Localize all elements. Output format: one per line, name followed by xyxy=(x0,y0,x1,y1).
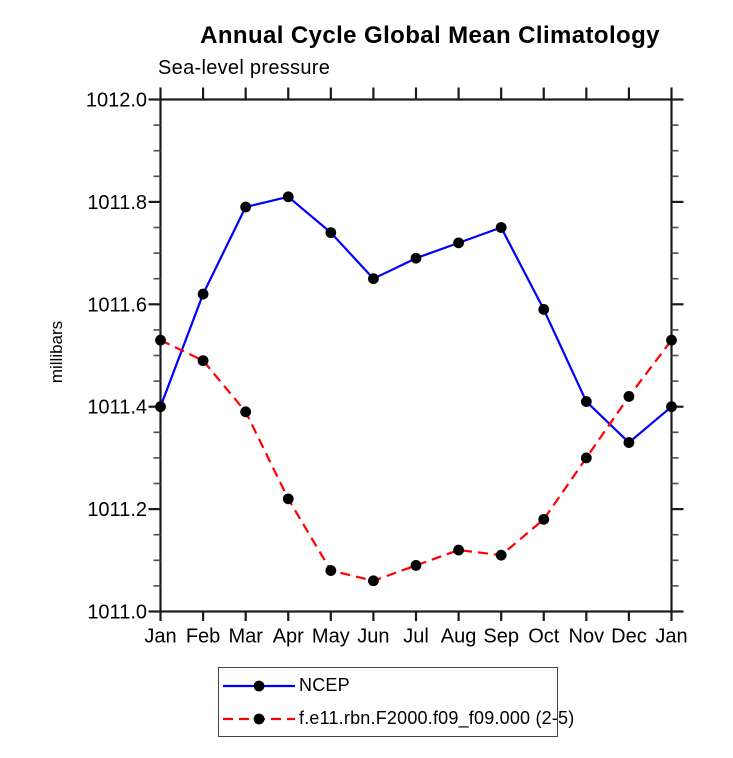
svg-text:1011.4: 1011.4 xyxy=(87,397,147,419)
svg-text:1011.2: 1011.2 xyxy=(87,499,147,521)
legend-item-model: f.e11.rbn.F2000.f09_f09.000 (2-5) xyxy=(221,703,574,734)
svg-text:Sep: Sep xyxy=(483,626,519,648)
legend-label: f.e11.rbn.F2000.f09_f09.000 (2-5) xyxy=(299,708,575,728)
svg-text:Apr: Apr xyxy=(273,626,304,648)
svg-text:1011.6: 1011.6 xyxy=(87,294,147,316)
svg-text:Mar: Mar xyxy=(228,626,263,648)
svg-text:Nov: Nov xyxy=(569,626,605,648)
svg-text:Jan: Jan xyxy=(144,626,176,648)
svg-text:Jan: Jan xyxy=(655,626,687,648)
svg-text:Jul: Jul xyxy=(403,626,429,648)
svg-text:1011.8: 1011.8 xyxy=(87,192,147,214)
svg-text:Jun: Jun xyxy=(357,626,389,648)
legend-line-sample-solid xyxy=(223,680,295,691)
legend-line-sample-dashed xyxy=(223,713,295,724)
svg-text:Feb: Feb xyxy=(186,626,220,648)
legend: NCEP f.e11.rbn.F2000.f09_f09.000 (2-5) xyxy=(218,667,574,737)
svg-text:1011.0: 1011.0 xyxy=(87,602,147,624)
chart-subtitle: Sea-level pressure xyxy=(158,57,331,79)
svg-text:May: May xyxy=(312,626,350,648)
legend-item-ncep: NCEP xyxy=(221,670,557,701)
svg-text:Dec: Dec xyxy=(611,626,647,648)
svg-text:Aug: Aug xyxy=(441,626,477,648)
chart-title: Annual Cycle Global Mean Climatology xyxy=(200,22,660,49)
legend-label: NCEP xyxy=(299,675,350,695)
svg-text:1012.0: 1012.0 xyxy=(86,90,147,112)
svg-text:Oct: Oct xyxy=(528,626,560,648)
